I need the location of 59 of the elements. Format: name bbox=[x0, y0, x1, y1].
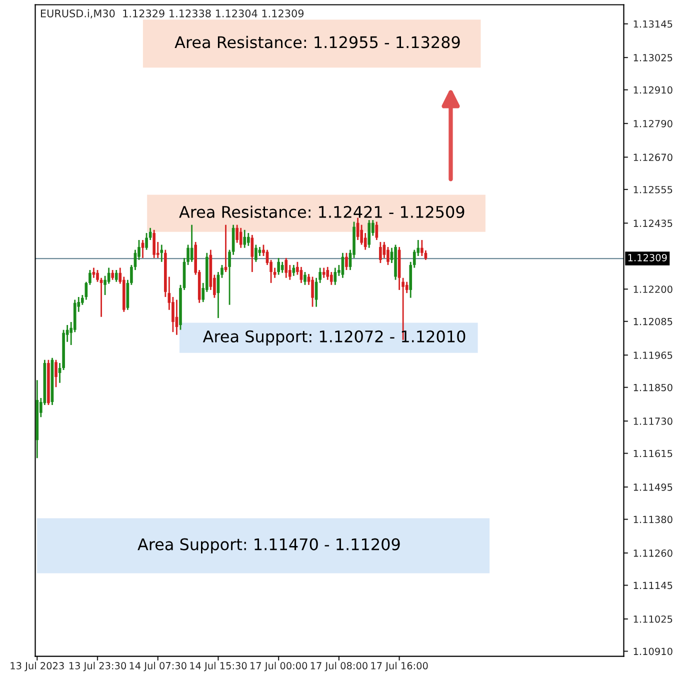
candlestick bbox=[246, 232, 250, 247]
candlestick bbox=[379, 241, 382, 264]
y-tick-label: 1.11380 bbox=[634, 516, 672, 524]
ref-line-label: 1.12309 bbox=[628, 254, 667, 262]
y-tick-label: 1.13025 bbox=[634, 54, 672, 62]
candlestick bbox=[420, 239, 424, 257]
candlestick bbox=[300, 266, 303, 284]
candlestick bbox=[311, 276, 314, 308]
y-tick-label: 1.10910 bbox=[634, 648, 672, 656]
candlestick bbox=[322, 267, 326, 279]
chart-title: EURUSD.i,M30 1.12329 1.12338 1.12304 1.12309 bbox=[40, 9, 304, 18]
x-tick-label: 14 Jul 07:30 bbox=[130, 662, 186, 672]
x-tick-label: 17 Jul 00:00 bbox=[250, 662, 308, 672]
y-tick-label: 1.12435 bbox=[634, 220, 672, 227]
candlestick bbox=[254, 244, 258, 263]
y-tick-label: 1.11615 bbox=[634, 450, 672, 458]
y-tick-label: 1.12790 bbox=[634, 120, 672, 128]
candlestick bbox=[375, 221, 378, 241]
y-tick-label: 1.11495 bbox=[634, 484, 672, 491]
candlestick bbox=[243, 229, 246, 249]
y-tick-label: 1.12555 bbox=[634, 186, 672, 194]
band-label: Area Support: 1.11470 - 1.11209 bbox=[138, 538, 400, 554]
candlestick bbox=[386, 246, 390, 266]
y-tick-label: 1.12085 bbox=[634, 318, 672, 326]
candlestick bbox=[54, 359, 58, 388]
x-tick-label: 17 Jul 08:00 bbox=[310, 662, 368, 672]
candlestick bbox=[277, 257, 280, 276]
band-label: Area Resistance: 1.12421 - 1.12509 bbox=[179, 206, 464, 218]
x-tick-label: 17 Jul 16:00 bbox=[371, 662, 428, 672]
candlestick bbox=[280, 261, 284, 274]
y-tick-label: 1.11730 bbox=[634, 418, 672, 425]
y-tick-label: 1.12670 bbox=[634, 154, 672, 162]
y-tick-label: 1.11965 bbox=[634, 352, 672, 359]
candlestick bbox=[111, 269, 114, 281]
candlestick bbox=[330, 271, 333, 286]
candlestick bbox=[368, 219, 371, 249]
x-tick-label: 13 Jul 2023 bbox=[10, 662, 64, 672]
candlestick bbox=[114, 269, 118, 283]
candlestick bbox=[92, 267, 96, 279]
candlestick bbox=[239, 227, 242, 249]
candlestick bbox=[152, 229, 156, 259]
y-tick-label: 1.11850 bbox=[634, 384, 672, 392]
y-tick-label: 1.12910 bbox=[634, 86, 672, 94]
candlestick bbox=[326, 266, 330, 281]
x-tick-label: 14 Jul 15:30 bbox=[190, 662, 247, 672]
candlestick bbox=[160, 244, 164, 263]
y-tick-label: 1.13145 bbox=[634, 20, 672, 28]
candlestick bbox=[345, 252, 348, 271]
y-tick-label: 1.11145 bbox=[634, 582, 672, 590]
candlestick bbox=[284, 257, 288, 279]
band-label: Area Resistance: 1.12955 - 1.13289 bbox=[174, 36, 460, 48]
y-tick-label: 1.12200 bbox=[634, 286, 672, 293]
candlestick bbox=[334, 267, 337, 286]
candlestick bbox=[250, 234, 254, 273]
y-tick-label: 1.11260 bbox=[634, 549, 672, 557]
candlestick bbox=[304, 271, 306, 286]
y-tick-label: 1.11025 bbox=[634, 615, 672, 623]
candlestick bbox=[145, 232, 148, 251]
x-tick-label: 13 Jul 23:30 bbox=[69, 662, 126, 672]
